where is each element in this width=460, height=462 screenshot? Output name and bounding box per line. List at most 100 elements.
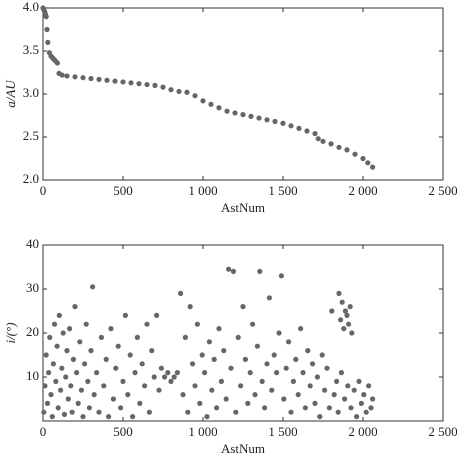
point [230, 268, 236, 274]
point [122, 312, 128, 318]
point [194, 321, 200, 327]
point [304, 128, 310, 134]
point [206, 339, 212, 345]
point [65, 396, 71, 402]
axes-frame [42, 7, 444, 181]
point [98, 334, 104, 340]
point [344, 147, 350, 153]
point [64, 73, 70, 79]
point [132, 370, 138, 376]
point [56, 312, 62, 318]
point [254, 343, 260, 349]
point [113, 365, 119, 371]
point [214, 405, 220, 411]
point [319, 352, 325, 358]
point [257, 268, 263, 274]
point [346, 321, 352, 327]
point [200, 98, 206, 104]
point [228, 365, 234, 371]
x-tick-label: 2 500 [428, 183, 457, 198]
point [216, 105, 222, 111]
point [144, 81, 150, 88]
point [351, 387, 357, 393]
point [176, 88, 182, 95]
point [247, 370, 253, 376]
point [82, 361, 88, 367]
point [66, 326, 73, 332]
point [218, 378, 224, 384]
point [162, 374, 168, 380]
point [363, 409, 369, 415]
point [256, 115, 262, 121]
point [154, 312, 160, 318]
point [370, 164, 376, 170]
point [54, 343, 60, 349]
point [47, 334, 53, 340]
point [248, 113, 254, 119]
point [127, 352, 133, 358]
point [88, 75, 94, 82]
point [269, 387, 275, 393]
point [360, 155, 366, 162]
point [70, 356, 76, 362]
point [238, 383, 244, 389]
point [136, 81, 142, 87]
y-tick-label: 30 [26, 280, 39, 295]
point [211, 356, 217, 362]
point [288, 123, 294, 129]
point [184, 89, 190, 95]
point [320, 138, 326, 144]
point [329, 308, 335, 314]
point [314, 374, 320, 380]
point [64, 348, 70, 354]
y-tick-label: 3.5 [23, 42, 39, 57]
point [295, 392, 301, 398]
point [151, 374, 157, 380]
point [312, 130, 318, 137]
point [103, 356, 109, 362]
point [344, 312, 350, 318]
point [342, 396, 348, 402]
point [42, 383, 48, 389]
point [240, 304, 246, 310]
point [83, 321, 89, 327]
point [328, 141, 334, 147]
point [334, 378, 340, 384]
point [250, 321, 256, 327]
point [149, 348, 155, 354]
point [168, 378, 174, 384]
y-tick-label: 3.0 [23, 85, 39, 100]
point [233, 409, 239, 415]
point [300, 370, 306, 376]
point [298, 326, 304, 332]
point [274, 370, 280, 376]
y-tick-label: 2.0 [23, 171, 39, 186]
point [43, 352, 49, 358]
point [324, 365, 330, 371]
x-tick-label: 2 000 [348, 183, 377, 198]
point [96, 76, 102, 82]
point [223, 396, 229, 402]
point [61, 411, 68, 417]
point [158, 365, 164, 371]
point [50, 361, 57, 367]
point [352, 151, 358, 157]
point [86, 405, 92, 411]
point [245, 400, 251, 406]
point [315, 136, 321, 142]
x-tick-label: 1 500 [268, 183, 297, 198]
point [60, 330, 66, 336]
point [96, 409, 102, 415]
point [104, 77, 110, 83]
point [118, 405, 124, 411]
point [310, 361, 316, 367]
point [354, 414, 360, 420]
point [80, 75, 86, 81]
point [317, 414, 323, 420]
point [55, 405, 61, 411]
point [358, 400, 364, 406]
point [112, 78, 118, 84]
point [290, 378, 296, 384]
point [88, 348, 94, 354]
